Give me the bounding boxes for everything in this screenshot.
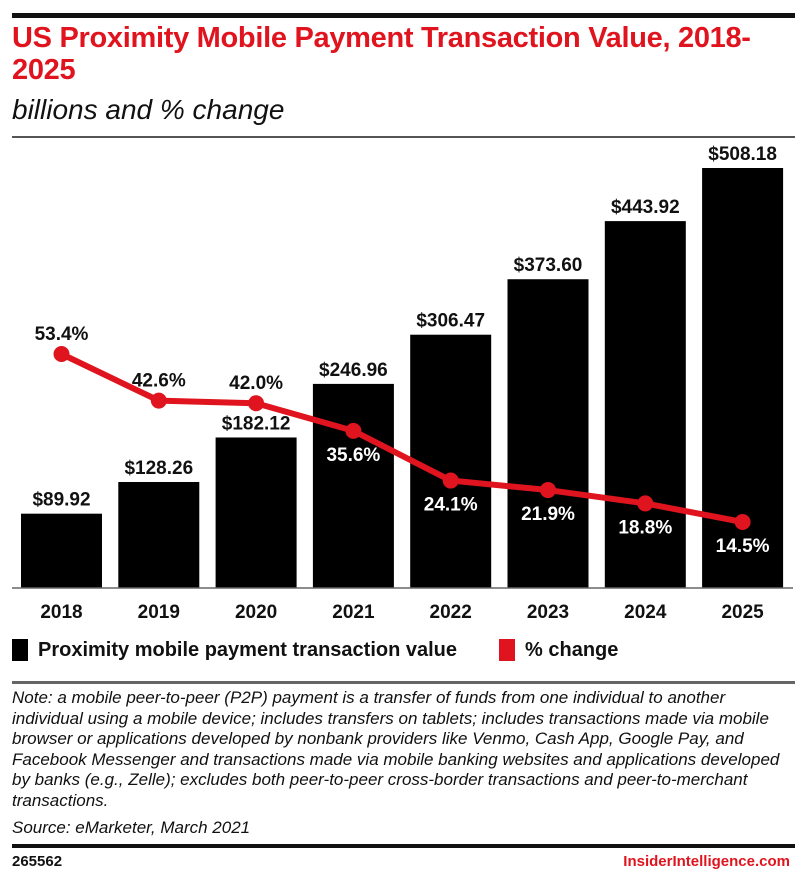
bar-value-label: $182.12 [222, 413, 291, 434]
bar-value-label: $89.92 [32, 490, 90, 511]
legend-label: % change [525, 638, 619, 661]
percent-point-2022 [442, 472, 459, 489]
percent-label: 35.6% [326, 445, 380, 466]
chart-id: 265562 [12, 853, 63, 870]
x-tick-label: 2023 [527, 602, 569, 623]
bar-2020 [215, 437, 297, 588]
legend-swatch-red [499, 639, 516, 661]
percent-point-2021 [345, 422, 362, 439]
percent-point-2024 [637, 495, 654, 512]
chart-title: US Proximity Mobile Payment Transaction … [12, 22, 751, 86]
bar-value-label: $373.60 [514, 255, 583, 276]
bar-value-label: $508.18 [708, 144, 777, 165]
legend-item-transaction-value: Proximity mobile payment transaction val… [12, 639, 457, 662]
bar-2024 [604, 221, 686, 588]
percent-point-2020 [248, 395, 265, 412]
note-rule [12, 681, 795, 684]
legend-item-percent-change: % change [499, 639, 618, 662]
chart-subtitle: billions and % change [12, 94, 285, 125]
bottom-rule [12, 844, 795, 848]
bar-2019 [118, 481, 200, 588]
x-tick-label: 2025 [721, 602, 764, 623]
percent-label: 42.0% [229, 373, 283, 394]
x-tick-label: 2022 [430, 602, 472, 623]
bar-value-label: $443.92 [611, 197, 680, 218]
bar-2023 [507, 279, 589, 588]
percent-label: 18.8% [618, 517, 672, 538]
legend-swatch-black [12, 639, 28, 661]
bar-value-label: $246.96 [319, 360, 388, 381]
top-rule [12, 13, 795, 18]
percent-label: 42.6% [132, 371, 186, 392]
bar-2022 [410, 334, 492, 588]
percent-label: 21.9% [521, 504, 575, 525]
legend: Proximity mobile payment transaction val… [12, 636, 660, 664]
source-line: Source: eMarketer, March 2021 [12, 818, 251, 837]
subtitle-rule [12, 136, 795, 138]
percent-label: 53.4% [35, 324, 89, 345]
footnote: Note: a mobile peer-to-peer (P2P) paymen… [12, 688, 780, 810]
x-tick-label: 2018 [40, 602, 82, 623]
percent-label: 14.5% [716, 536, 770, 557]
percent-point-2018 [53, 346, 70, 362]
percent-point-2019 [150, 392, 167, 409]
brand-link[interactable]: InsiderIntelligence.com [623, 853, 790, 870]
bar-value-label: $306.47 [416, 311, 485, 332]
percent-point-2023 [540, 482, 556, 499]
x-tick-label: 2024 [624, 602, 667, 623]
bar-2018 [21, 513, 102, 588]
percent-change-line [60, 351, 744, 525]
bar-value-label: $128.26 [124, 458, 193, 479]
chart-plot: $89.92 2018 $128.26 2019 $182.12 2020 $246.96 2… [12, 144, 793, 623]
bar-2021 [312, 383, 394, 588]
legend-label: Proximity mobile payment transaction val… [38, 638, 458, 661]
percent-point-2025 [734, 514, 751, 530]
x-tick-label: 2019 [138, 602, 180, 623]
percent-label: 24.1% [424, 495, 478, 516]
x-tick-label: 2021 [332, 602, 375, 623]
x-tick-label: 2020 [235, 602, 277, 623]
